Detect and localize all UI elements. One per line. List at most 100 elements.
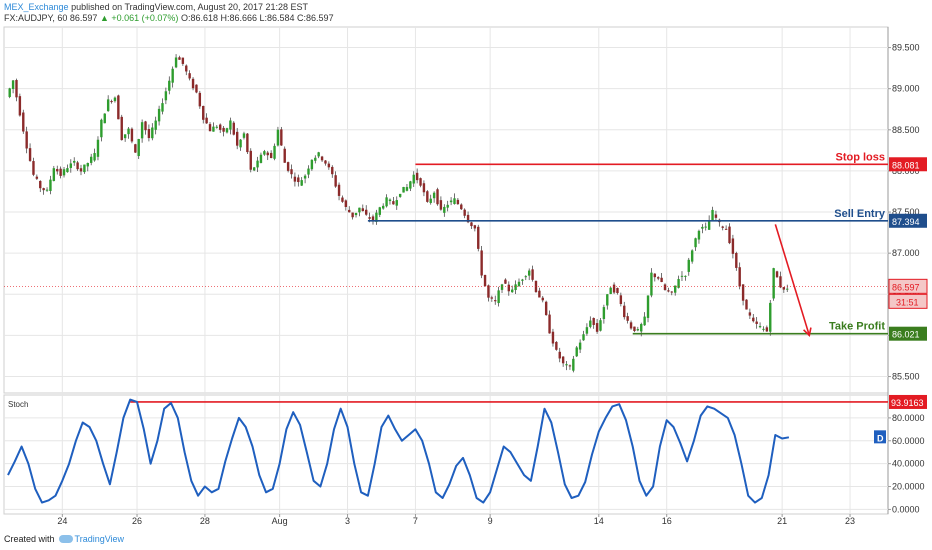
candle-body [314,157,317,161]
candle-body [303,175,307,179]
candle-body [22,112,25,132]
candle-body [602,307,606,320]
candle-body [35,176,39,179]
candle-body [395,200,398,206]
candle-body [320,156,324,161]
candle-body [480,250,483,276]
candle-body [629,322,633,329]
candle-body [514,284,517,291]
candle-body [310,159,314,170]
candle-body [93,153,96,161]
price-chart[interactable]: 89.50089.00088.50088.00087.50087.00086.5… [0,0,932,532]
candle-body [738,267,741,287]
price-tick-label: 87.500 [892,207,920,217]
candle-body [694,238,697,248]
countdown-label: 31:51 [896,297,919,307]
candle-body [229,120,232,130]
candle-body [585,327,589,334]
candle-body [487,285,490,298]
level-badge-label: 86.021 [892,330,920,340]
candle-body [653,273,657,278]
candle-body [687,259,690,272]
level-badge [889,213,927,228]
stoch-tick-label: 0.0000 [892,504,920,514]
candle-body [578,342,582,350]
candle-body [151,127,154,139]
candle-body [198,92,202,107]
candle-body [623,305,626,318]
stoch-level-badge [889,394,927,409]
level-name: Stop loss [835,151,885,163]
candle-body [728,226,731,244]
candle-body [249,150,252,170]
candle-body [446,204,449,208]
candle-body [745,299,748,310]
candle-body [592,317,595,325]
candle-body [731,238,735,254]
projection-arrow-head [803,327,812,338]
level-badge [889,326,927,341]
candle-body [215,126,219,128]
time-tick-label: 7 [413,516,418,526]
time-tick-label: Aug [272,516,288,526]
candle-body [120,116,123,141]
candle-body [595,323,599,332]
candle-body [324,160,327,164]
stoch-tick-label: 80.0000 [892,413,925,423]
candle-body [252,167,256,171]
candle-body [650,272,653,296]
candle-body [337,184,341,196]
candle-body [470,222,473,227]
last-price-label: 86.597 [69,13,98,23]
time-tick-label: 9 [488,516,493,526]
candle-body [704,226,707,228]
up-arrow-icon: ▲ [99,13,109,23]
candle-body [52,168,56,181]
candle-body [354,212,358,216]
candle-body [701,226,704,229]
level-name: Take Profit [829,321,885,333]
candle-body [711,209,714,221]
candle-body [59,168,62,176]
candle-body [422,183,426,193]
candle-body [782,287,786,290]
price-tick-label: 89.000 [892,84,920,94]
candle-body [235,131,239,146]
current-price-badge [888,278,928,294]
stoch-title: Stoch [8,400,28,409]
candle-body [541,297,544,301]
stoch-tick-label: 40.0000 [892,459,925,469]
level-badge-label: 88.081 [892,160,920,170]
candle-body [714,214,718,218]
candle-body [154,120,157,130]
candle-body [657,277,660,279]
candle-body [477,226,480,249]
candle-body [724,228,728,230]
candle-body [633,326,636,332]
candle-body [297,177,300,183]
publisher-link[interactable]: MEX_Exchange [4,2,69,12]
level-badge-label: 87.394 [892,217,920,227]
candle-body [646,295,650,318]
candle-body [117,95,120,120]
tradingview-logo[interactable]: TradingView [58,534,124,544]
symbol-label: FX:AUDJPY, 60 [4,13,68,23]
candle-body [66,168,69,173]
candle-body [636,329,640,331]
candle-body [507,284,511,292]
candle-body [680,275,684,277]
candle-body [290,169,293,175]
candle-body [524,276,527,278]
created-with-text: Created with [4,534,55,544]
candle-body [300,180,303,186]
candle-body [466,214,470,223]
candle-body [551,331,555,344]
candle-body [555,341,558,350]
candle-body [449,200,453,203]
candle-body [378,207,381,215]
candle-body [222,127,225,132]
candle-body [127,128,130,135]
candle-body [426,191,429,202]
candle-body [500,284,504,290]
candle-body [79,168,83,172]
